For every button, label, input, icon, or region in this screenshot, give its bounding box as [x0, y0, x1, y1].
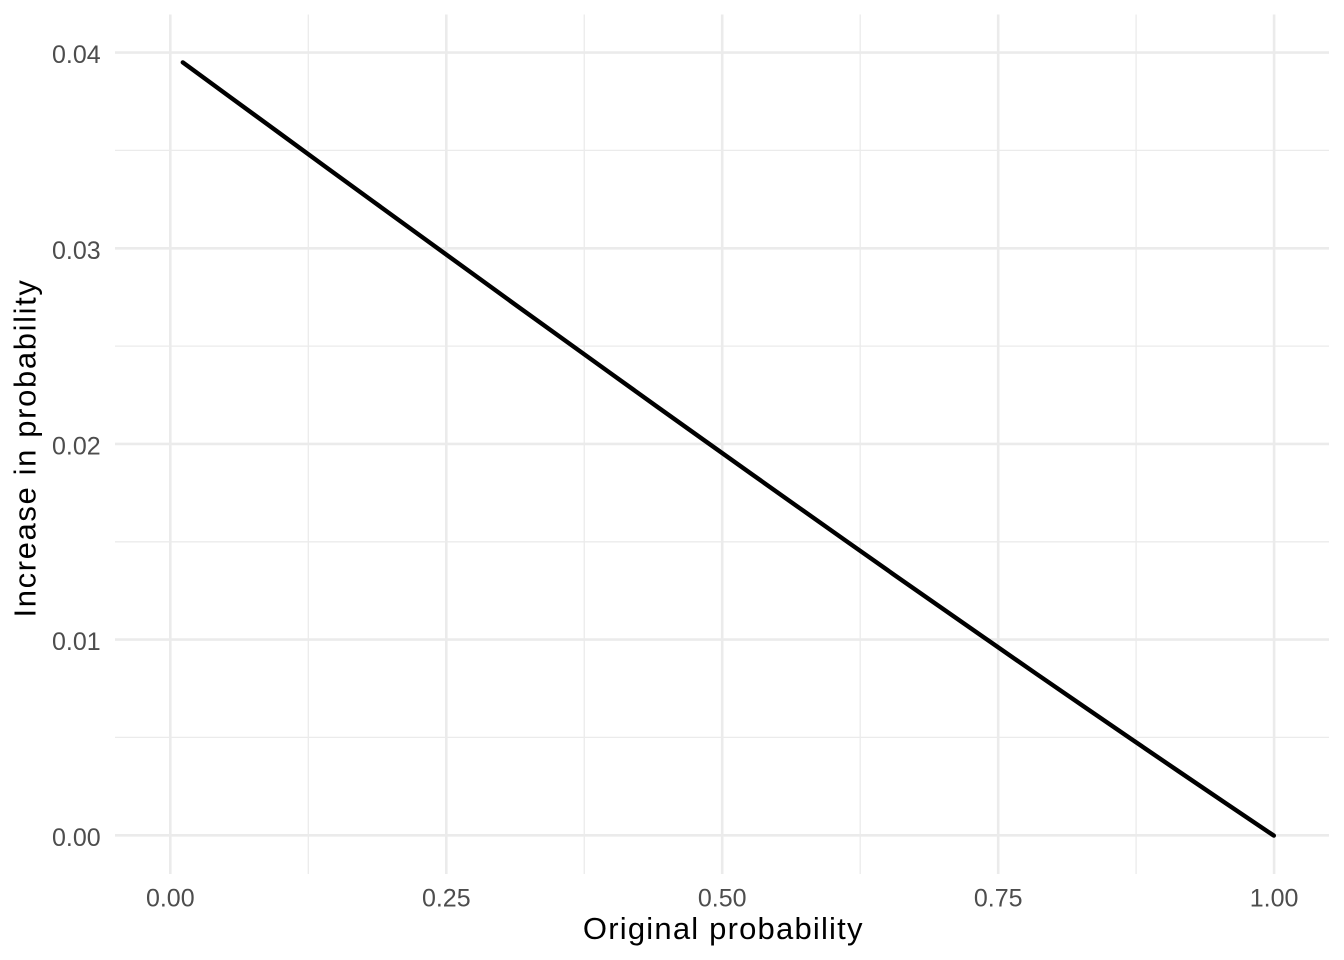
svg-text:Original probability: Original probability — [583, 911, 864, 946]
svg-text:0.00: 0.00 — [146, 884, 195, 912]
svg-text:0.01: 0.01 — [52, 628, 101, 656]
svg-text:0.04: 0.04 — [52, 41, 101, 69]
svg-text:1.00: 1.00 — [1250, 884, 1299, 912]
svg-text:0.75: 0.75 — [974, 884, 1023, 912]
svg-text:Increase in probability: Increase in probability — [8, 278, 43, 617]
svg-text:0.25: 0.25 — [422, 884, 471, 912]
svg-text:0.50: 0.50 — [698, 884, 747, 912]
svg-text:0.03: 0.03 — [52, 237, 101, 265]
svg-text:0.00: 0.00 — [52, 824, 101, 852]
svg-text:0.02: 0.02 — [52, 432, 101, 460]
